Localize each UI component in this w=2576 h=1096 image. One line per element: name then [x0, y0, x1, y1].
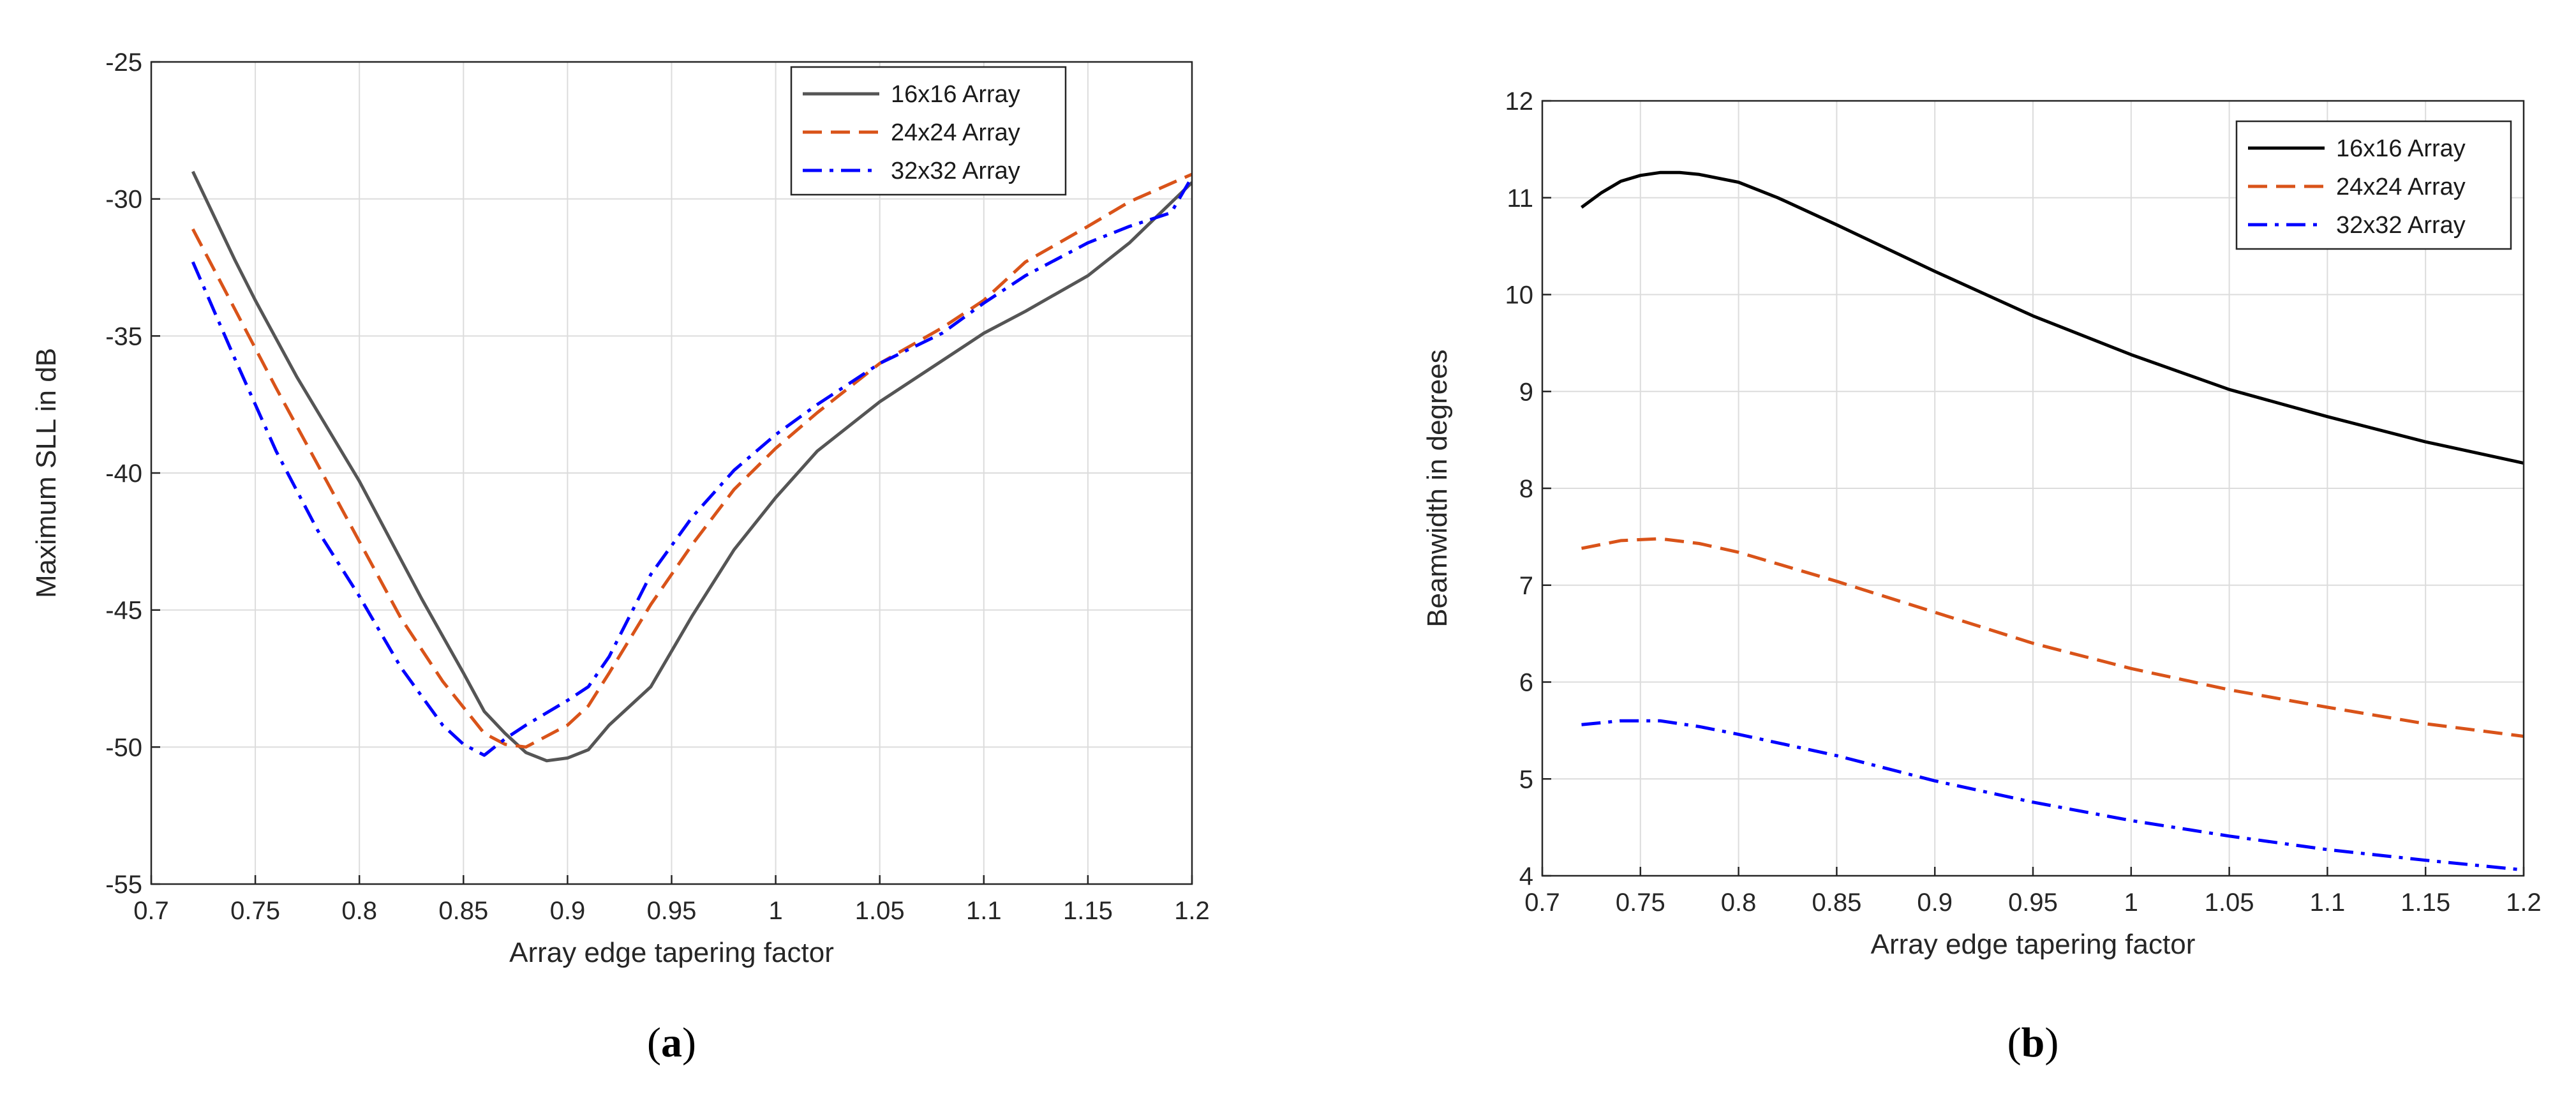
legend-entry-label: 24x24 Array — [2336, 174, 2466, 200]
x-tick-label: 1.1 — [966, 897, 1002, 925]
y-tick-label: 10 — [1505, 282, 1534, 310]
x-axis-label: Array edge tapering factor — [1871, 929, 2196, 960]
x-tick-label: 0.9 — [1917, 889, 1953, 917]
x-tick-label: 1.15 — [2401, 889, 2450, 917]
y-tick-label: 7 — [1519, 572, 1533, 600]
y-axis-label: Maximum SLL in dB — [31, 348, 62, 598]
series-line-32x32-array — [191, 176, 1192, 757]
plot-frame — [1541, 100, 2525, 877]
legend-entry-label: 32x32 Array — [891, 158, 1020, 184]
series-line-16x16-array — [191, 170, 1192, 763]
series-line-24x24-array — [1581, 537, 2524, 738]
x-tick-label: 0.85 — [1812, 889, 1861, 917]
chart-panel-a: 0.7 0.75 0.8 0.85 0.9 0.95 1 1.05 1.1 1.15 1.2 -55 -… — [31, 49, 1210, 1066]
x-tick-label: 0.7 — [133, 897, 169, 925]
panel-caption: (a) — [647, 1019, 696, 1066]
x-tick-label: 0.75 — [230, 897, 280, 925]
legend-entry-label: 16x16 Array — [891, 81, 1020, 108]
x-tick-label: 1.2 — [1174, 897, 1210, 925]
series-line-32x32-array — [1581, 719, 2524, 872]
x-tick-label: 1.05 — [855, 897, 905, 925]
y-tick-label: -35 — [105, 322, 142, 350]
x-tick-label: 0.85 — [438, 897, 488, 925]
y-tick-label: 4 — [1519, 862, 1533, 890]
series-line-24x24-array — [191, 172, 1192, 749]
legend-entry-label: 16x16 Array — [2336, 135, 2466, 162]
y-tick-label: 12 — [1505, 87, 1534, 116]
y-tick-label: 5 — [1519, 765, 1533, 793]
legend-entry-label: 24x24 Array — [891, 119, 1020, 146]
x-tick-label: 0.7 — [1524, 889, 1560, 917]
x-tick-label: 0.9 — [550, 897, 586, 925]
x-tick-label: 0.75 — [1616, 889, 1665, 917]
panel-caption: (b) — [2007, 1019, 2059, 1066]
x-tick-label: 0.8 — [1721, 889, 1757, 917]
x-tick-label: 1.05 — [2205, 889, 2254, 917]
plot-frame — [150, 61, 1193, 885]
x-tick-label: 1 — [768, 897, 782, 925]
y-tick-label: -30 — [105, 186, 142, 214]
y-tick-label: 6 — [1519, 669, 1533, 697]
x-tick-label: 1.1 — [2310, 889, 2346, 917]
y-tick-label: -40 — [105, 460, 142, 488]
chart-panel-b: 0.7 0.75 0.8 0.85 0.9 0.95 1 1.05 1.1 1.15 1.2 4 5 6 7… — [1422, 87, 2542, 1066]
x-tick-label: 0.95 — [2008, 889, 2058, 917]
y-tick-label: -55 — [105, 871, 142, 899]
y-tick-label: -50 — [105, 733, 142, 762]
x-tick-label: 0.8 — [341, 897, 377, 925]
series-line-16x16-array — [1581, 170, 2524, 465]
x-axis-label: Array edge tapering factor — [509, 937, 834, 968]
y-tick-label: 8 — [1519, 475, 1533, 503]
x-tick-label: 1.2 — [2506, 889, 2542, 917]
x-tick-label: 1.15 — [1063, 897, 1113, 925]
y-axis-label: Beamwidth in degrees — [1422, 349, 1453, 627]
x-tick-label: 0.95 — [647, 897, 697, 925]
y-tick-label: 9 — [1519, 378, 1533, 406]
legend-entry-label: 32x32 Array — [2336, 212, 2466, 239]
y-tick-label: -25 — [105, 49, 142, 77]
y-tick-label: -45 — [105, 597, 142, 625]
y-tick-label: 11 — [1507, 184, 1533, 213]
x-tick-label: 1 — [2124, 889, 2138, 917]
